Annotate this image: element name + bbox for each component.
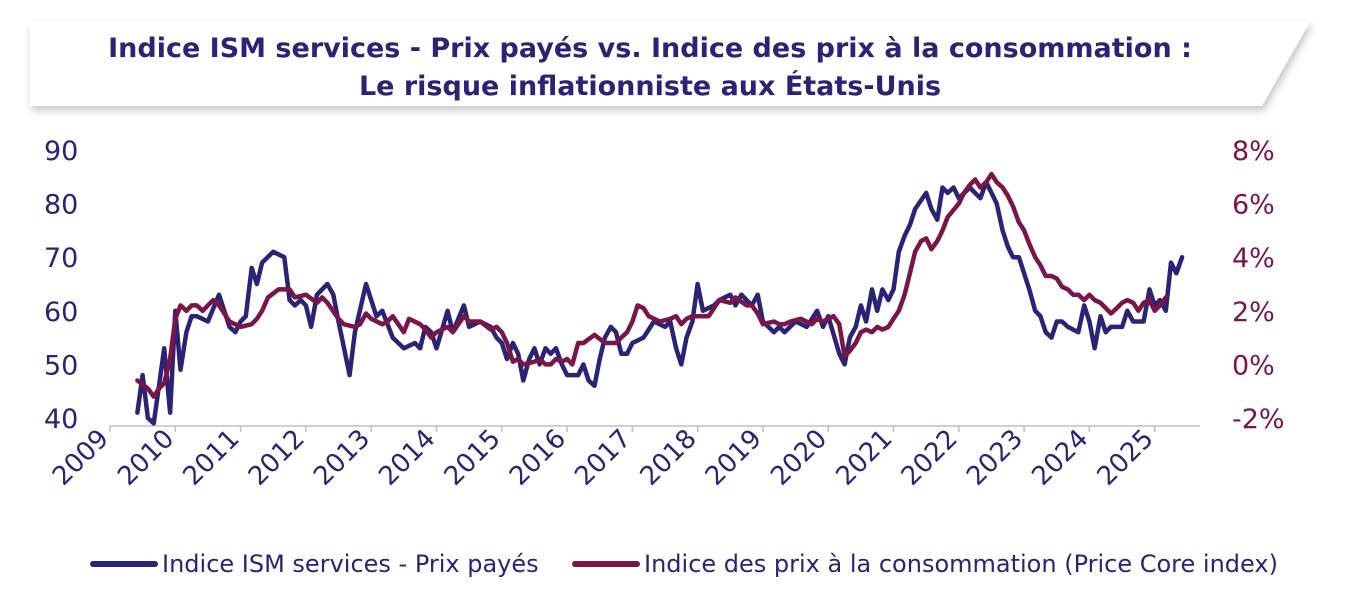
chart-title-line1: Indice ISM services - Prix payés vs. Ind… bbox=[108, 33, 1192, 64]
title-banner bbox=[30, 22, 1310, 106]
chart-plot: 90 80 70 60 50 40 8% 6% 4% 2% 0% -2% 2009201020112… bbox=[44, 136, 1285, 492]
legend-label-cpi: Indice des prix à la consommation (Price… bbox=[644, 550, 1278, 578]
x-tick-label: 2020 bbox=[765, 424, 833, 492]
chart-title-line2: Le risque inflationniste aux États-Unis bbox=[358, 71, 942, 102]
y-right-tick-label: 2% bbox=[1232, 297, 1275, 328]
x-tick-label: 2025 bbox=[1092, 424, 1160, 492]
chart-title: Indice ISM services - Prix payés vs. Ind… bbox=[40, 30, 1260, 106]
y-left-tick-label: 50 bbox=[44, 350, 78, 381]
series-layer bbox=[135, 171, 1185, 426]
x-tick-label: 2017 bbox=[569, 424, 637, 492]
x-tick-label: 2022 bbox=[896, 424, 964, 492]
y-right-tick-label: 8% bbox=[1232, 136, 1275, 167]
x-tick-label: 2015 bbox=[439, 424, 507, 492]
legend-swatch-cpi bbox=[572, 561, 640, 567]
y-left-tick-label: 40 bbox=[44, 404, 78, 435]
x-tick-label: 2021 bbox=[830, 424, 898, 492]
y-right-tick-label: 4% bbox=[1232, 243, 1275, 274]
legend-item-cpi: Indice des prix à la consommation (Price… bbox=[572, 544, 1278, 584]
series-line-ism bbox=[135, 179, 1185, 426]
y-right-tick-label: 0% bbox=[1232, 350, 1275, 381]
legend-swatch-ism bbox=[90, 561, 158, 567]
series-line-cpi bbox=[135, 171, 1169, 399]
y-right-tick-label: -2% bbox=[1232, 404, 1285, 435]
y-left-tick-label: 80 bbox=[44, 190, 78, 221]
y-left-tick-label: 60 bbox=[44, 297, 78, 328]
legend-item-ism: Indice ISM services - Prix payés bbox=[90, 544, 539, 584]
y-left-tick-label: 70 bbox=[44, 243, 78, 274]
x-tick-label: 2023 bbox=[961, 424, 1029, 492]
x-tick-label: 2010 bbox=[112, 424, 180, 492]
y-axis-right: 8% 6% 4% 2% 0% -2% bbox=[1232, 136, 1285, 435]
x-tick-label: 2018 bbox=[635, 424, 703, 492]
legend: Indice ISM services - Prix payés Indice … bbox=[90, 544, 1350, 584]
y-left-tick-label: 90 bbox=[44, 136, 78, 167]
x-tick-label: 2024 bbox=[1026, 424, 1094, 492]
x-tick-label: 2019 bbox=[700, 424, 768, 492]
x-tick-label: 2013 bbox=[308, 424, 376, 492]
x-tick-label: 2016 bbox=[504, 424, 572, 492]
y-axis-left: 90 80 70 60 50 40 bbox=[44, 136, 78, 435]
x-axis: 2009201020112012201320142015201620172018… bbox=[47, 424, 1200, 492]
legend-label-ism: Indice ISM services - Prix payés bbox=[162, 550, 539, 578]
y-right-tick-label: 6% bbox=[1232, 190, 1275, 221]
x-tick-label: 2011 bbox=[178, 424, 246, 492]
x-tick-label: 2012 bbox=[243, 424, 311, 492]
x-tick-label: 2014 bbox=[373, 424, 441, 492]
